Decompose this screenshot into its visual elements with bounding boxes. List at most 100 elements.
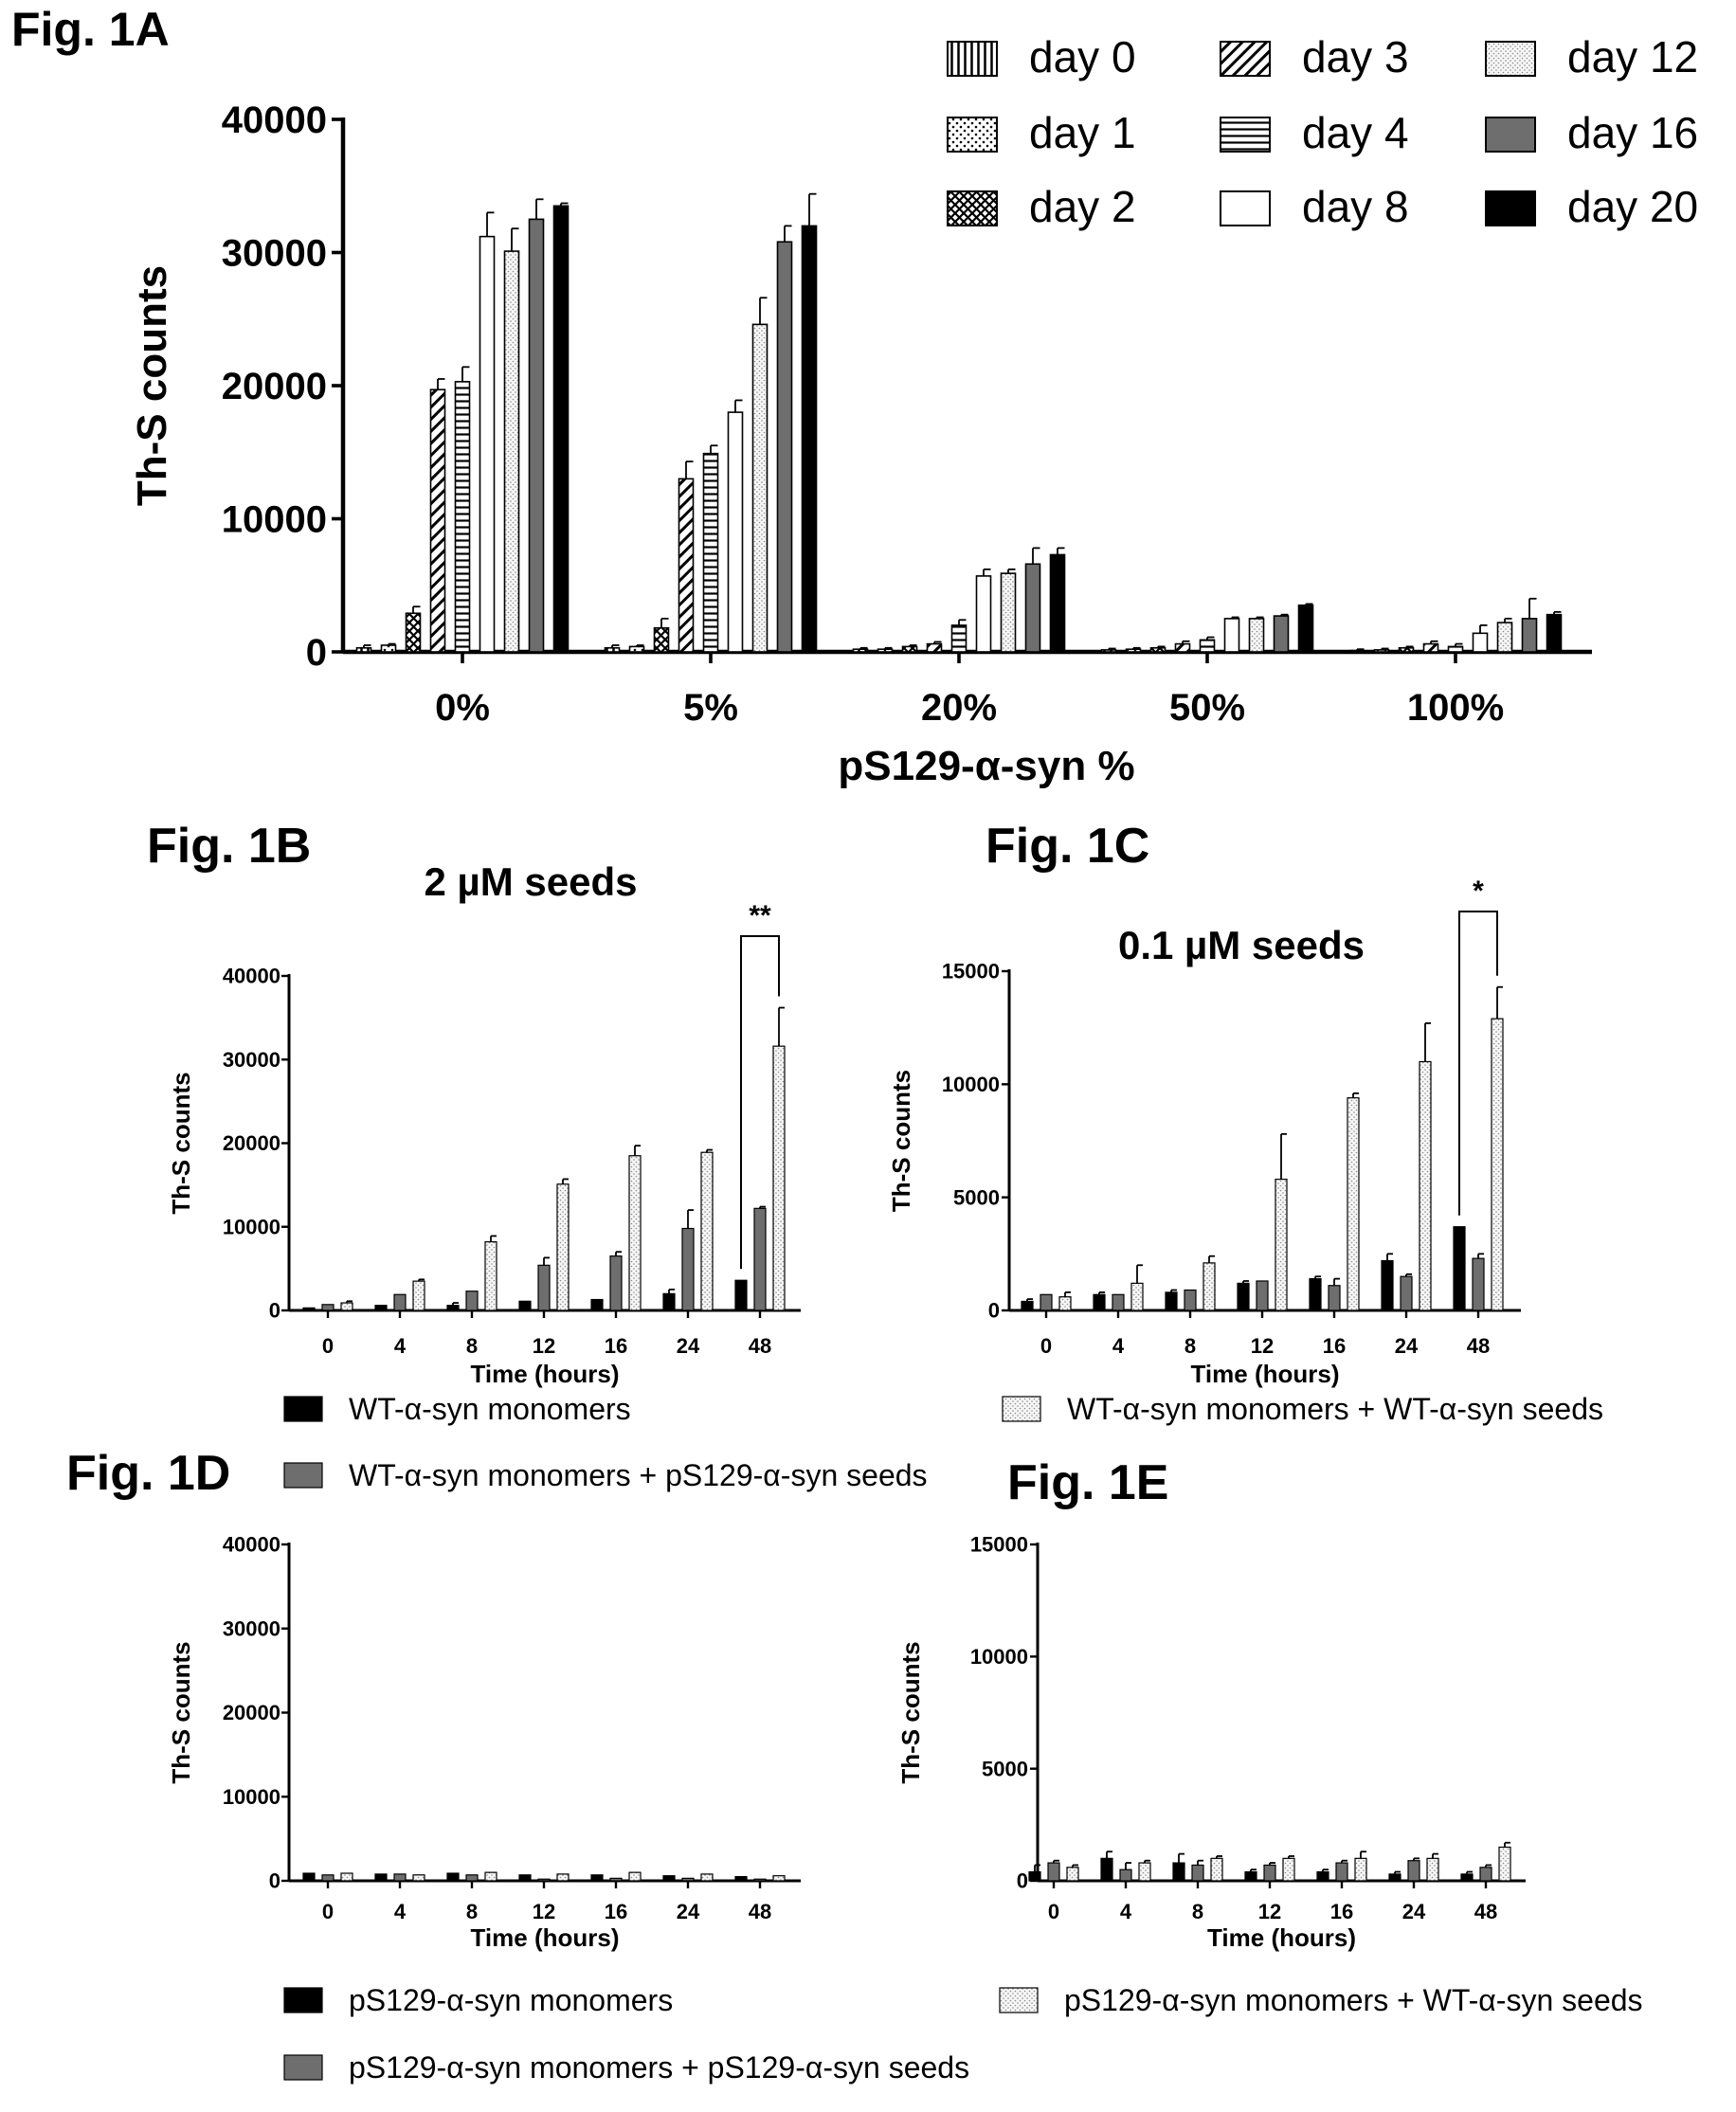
legend-label: day 3	[1302, 32, 1409, 81]
bar	[662, 1875, 676, 1882]
legend-label: day 2	[1029, 182, 1136, 231]
bar	[1149, 646, 1166, 653]
bar	[1316, 1870, 1329, 1882]
bar	[852, 648, 869, 653]
bar	[1422, 642, 1439, 653]
fig-1b-title: Fig. 1B	[147, 819, 311, 874]
bar	[454, 380, 471, 653]
legend-label: day 0	[1029, 32, 1136, 81]
bar	[609, 1255, 623, 1311]
bar	[1263, 1864, 1276, 1882]
y-tick-label: 20000	[223, 1701, 280, 1724]
bar	[877, 648, 894, 653]
bar	[628, 645, 645, 653]
x-tick-label: 100%	[1407, 687, 1504, 729]
bar	[503, 250, 520, 653]
bar	[1165, 1291, 1178, 1311]
bar	[926, 642, 943, 653]
x-tick-label: 48	[749, 1334, 771, 1358]
bar	[628, 1871, 642, 1882]
bar	[1024, 563, 1041, 653]
bar	[1174, 642, 1191, 653]
y-tick-label: 0	[306, 632, 327, 674]
x-tick-label: 0	[1040, 1334, 1052, 1358]
y-tick-label: 20000	[222, 366, 327, 407]
bar	[1453, 1226, 1466, 1311]
y-tick-label: 20000	[223, 1131, 280, 1155]
bar	[321, 1304, 335, 1311]
bar	[1479, 1867, 1492, 1882]
x-tick-label: 4	[394, 1900, 407, 1923]
fig-1c-title: Fig. 1C	[986, 819, 1149, 874]
fig-1a-title: Fig. 1A	[11, 3, 170, 56]
bar	[950, 624, 967, 653]
x-tick-label: 50%	[1169, 687, 1245, 729]
x-tick-label: 20%	[921, 687, 997, 729]
bar	[484, 1871, 497, 1882]
bar	[1040, 1293, 1053, 1311]
bar	[1460, 1873, 1474, 1882]
bar	[1199, 639, 1216, 653]
bar	[590, 1298, 604, 1311]
x-tick-label: 24	[677, 1334, 700, 1358]
bar	[1275, 1178, 1288, 1311]
panel-1c: Fig. 1C 0.1 µM seeds 0 5000 10000 15000 Th-S…	[887, 819, 1521, 1388]
y-tick-label: 15000	[942, 960, 1000, 984]
fig-1c-subtitle: 0.1 µM seeds	[1118, 923, 1365, 967]
bar	[479, 235, 496, 653]
bar	[1381, 1259, 1394, 1311]
legend-label: WT-α-syn monomers	[349, 1392, 631, 1426]
bar	[1130, 1282, 1144, 1311]
bar	[609, 1877, 623, 1882]
bar	[465, 1291, 479, 1311]
significance-label: *	[1473, 875, 1484, 907]
legend-label: day 4	[1302, 108, 1409, 157]
x-tick-label: 8	[466, 1334, 478, 1358]
legend-swatch	[1485, 41, 1536, 77]
x-tick-label: 4	[1120, 1900, 1132, 1923]
y-tick-label: 0	[269, 1869, 280, 1893]
y-tick-label: 15000	[970, 1533, 1028, 1557]
x-tick-label: 4	[394, 1334, 407, 1358]
y-tick-label: 10000	[223, 1215, 280, 1238]
legend-label: WT-α-syn monomers + WT-α-syn seeds	[1067, 1392, 1603, 1426]
x-tick-label: 48	[1474, 1900, 1497, 1923]
bar	[1191, 1864, 1204, 1882]
y-tick-label: 10000	[222, 499, 327, 541]
bar	[393, 1873, 407, 1882]
bar	[556, 1873, 570, 1882]
x-tick-label: 4	[1112, 1334, 1125, 1358]
bar	[556, 1183, 570, 1311]
x-tick-label: 12	[1258, 1900, 1281, 1923]
legend-swatch	[947, 117, 998, 153]
y-axis-label: Th-S counts	[896, 1641, 925, 1783]
fig-1e-title: Fig. 1E	[1007, 1455, 1168, 1510]
bar	[1347, 1097, 1360, 1311]
bar	[681, 1227, 695, 1311]
legend-swatch	[999, 1987, 1039, 2013]
bar	[727, 411, 744, 653]
bar	[1125, 648, 1142, 653]
bar	[1297, 605, 1314, 653]
legend-swatch	[947, 190, 998, 226]
y-tick-label: 10000	[223, 1785, 280, 1809]
bar	[1335, 1862, 1348, 1882]
fig-1b-subtitle: 2 µM seeds	[425, 859, 638, 904]
bar	[302, 1307, 316, 1311]
x-axis-label: Time (hours)	[471, 1360, 620, 1388]
bar	[1000, 572, 1017, 653]
x-tick-label: 16	[605, 1900, 627, 1923]
fig-1d-title: Fig. 1D	[66, 1446, 230, 1501]
legend-swatch	[1220, 190, 1271, 226]
y-tick-label: 30000	[222, 233, 327, 275]
bar	[776, 241, 793, 653]
y-tick-label: 40000	[223, 965, 280, 988]
x-tick-label: 12	[533, 1334, 555, 1358]
x-tick-label: 24	[1395, 1334, 1419, 1358]
bar	[1282, 1857, 1295, 1882]
legend-swatch	[1220, 41, 1271, 77]
bar	[380, 644, 397, 653]
bar	[1400, 1275, 1413, 1311]
bar	[772, 1045, 786, 1311]
x-tick-label: 48	[1467, 1334, 1490, 1358]
